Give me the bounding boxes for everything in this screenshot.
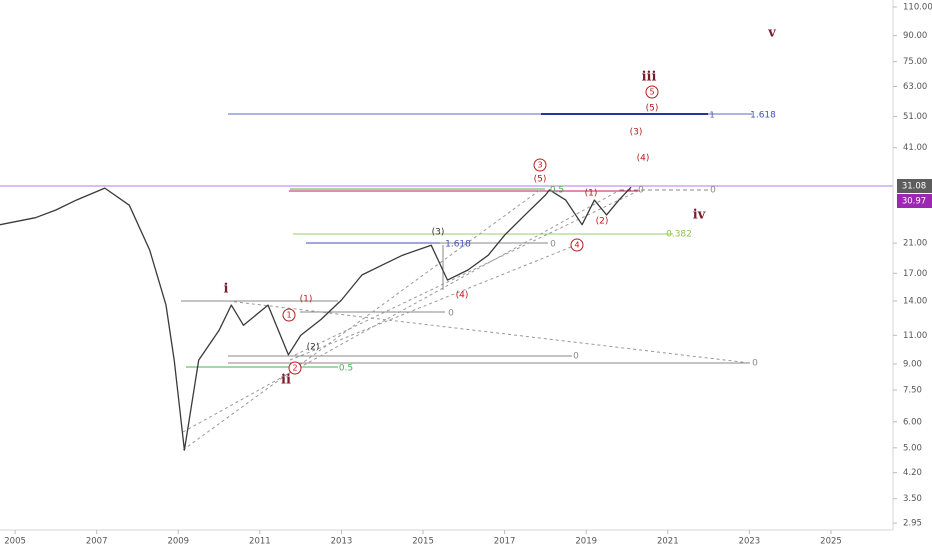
y-tick-label: 21.00 (903, 239, 927, 249)
annotation: 0 (638, 186, 644, 196)
wave-circle (533, 158, 547, 172)
annotation: (5) (646, 104, 659, 114)
y-tick-label: 6.00 (903, 417, 922, 427)
y-tick-label: 5.00 (903, 443, 922, 453)
annotation: 0 (573, 352, 579, 362)
y-tick-label: 11.00 (903, 331, 927, 341)
annotation: (1) (300, 295, 313, 305)
annotation: 1 (286, 311, 291, 320)
y-tick-label: 7.50 (903, 385, 922, 395)
annotation: (2) (307, 343, 320, 353)
y-tick-label: 4.20 (903, 468, 922, 478)
x-tick-label: 2015 (412, 537, 434, 547)
annotation: 0 (752, 359, 758, 369)
annotation: 1 (709, 111, 714, 120)
trend-line (182, 189, 541, 451)
annotation: 0 (710, 186, 716, 196)
y-tick-label: 90.00 (903, 31, 927, 41)
x-tick-label: 2005 (4, 537, 26, 547)
trend-line (294, 189, 641, 356)
x-tick-label: 2009 (167, 537, 189, 547)
x-tick-label: 2013 (331, 537, 353, 547)
y-tick-label: 75.00 (903, 57, 927, 67)
wave-circle (288, 361, 302, 375)
annotation: 1.618 (750, 111, 776, 121)
annotation: v (767, 26, 776, 41)
y-tick-label: 3.50 (903, 494, 922, 504)
annotation: 1.618 (445, 240, 471, 250)
trend-line (182, 189, 621, 433)
y-tick-label: 9.00 (903, 359, 922, 369)
annotation: 0 (448, 309, 454, 319)
annotation: 0.382 (666, 230, 692, 240)
y-tick-label: 17.00 (903, 269, 927, 279)
price-badge-label: 30.97 (902, 197, 926, 207)
annotation: 5 (649, 88, 654, 97)
annotation: iii (642, 70, 657, 85)
trend-line (227, 300, 751, 364)
x-tick-label: 2011 (249, 537, 271, 547)
annotation: (3) (432, 228, 445, 238)
annotation: (3) (630, 128, 643, 138)
x-tick-label: 2007 (86, 537, 108, 547)
wave-circle (282, 308, 296, 322)
y-tick-label: 41.00 (903, 143, 927, 153)
y-tick-label: 110.00 (903, 2, 932, 12)
annotation: 4 (574, 241, 579, 250)
annotation: (5) (534, 175, 547, 185)
annotation: (4) (456, 291, 469, 301)
drawings (0, 113, 893, 451)
x-tick-label: 2021 (657, 537, 679, 547)
annotation: 0.5 (339, 364, 353, 374)
x-tick-label: 2023 (739, 537, 761, 547)
wave-circle (645, 85, 659, 99)
price-line (0, 186, 632, 451)
annotation: (1) (585, 189, 598, 199)
annotation: iv (693, 208, 706, 223)
price-badge (897, 179, 932, 193)
annotation: i (224, 282, 229, 297)
y-tick-label: 51.00 (903, 112, 927, 122)
y-tick-label: 63.00 (903, 82, 927, 92)
annotation: 3 (537, 161, 542, 170)
annotation: (4) (637, 154, 650, 164)
x-tick-label: 2025 (820, 537, 842, 547)
annotation: 0 (550, 240, 556, 250)
x-tick-label: 2017 (494, 537, 516, 547)
y-tick-label: 2.95 (903, 519, 922, 529)
annotation: (2) (596, 217, 609, 227)
y-tick-label: 14.00 (903, 296, 927, 306)
x-tick-label: 2019 (575, 537, 597, 547)
wave-circle (570, 238, 584, 252)
annotation: ii (281, 373, 291, 388)
annotation: 2 (292, 364, 297, 373)
price-badge-label: 31.08 (902, 182, 926, 192)
annotation: 0.5 (550, 186, 564, 196)
price-badge (897, 194, 932, 208)
